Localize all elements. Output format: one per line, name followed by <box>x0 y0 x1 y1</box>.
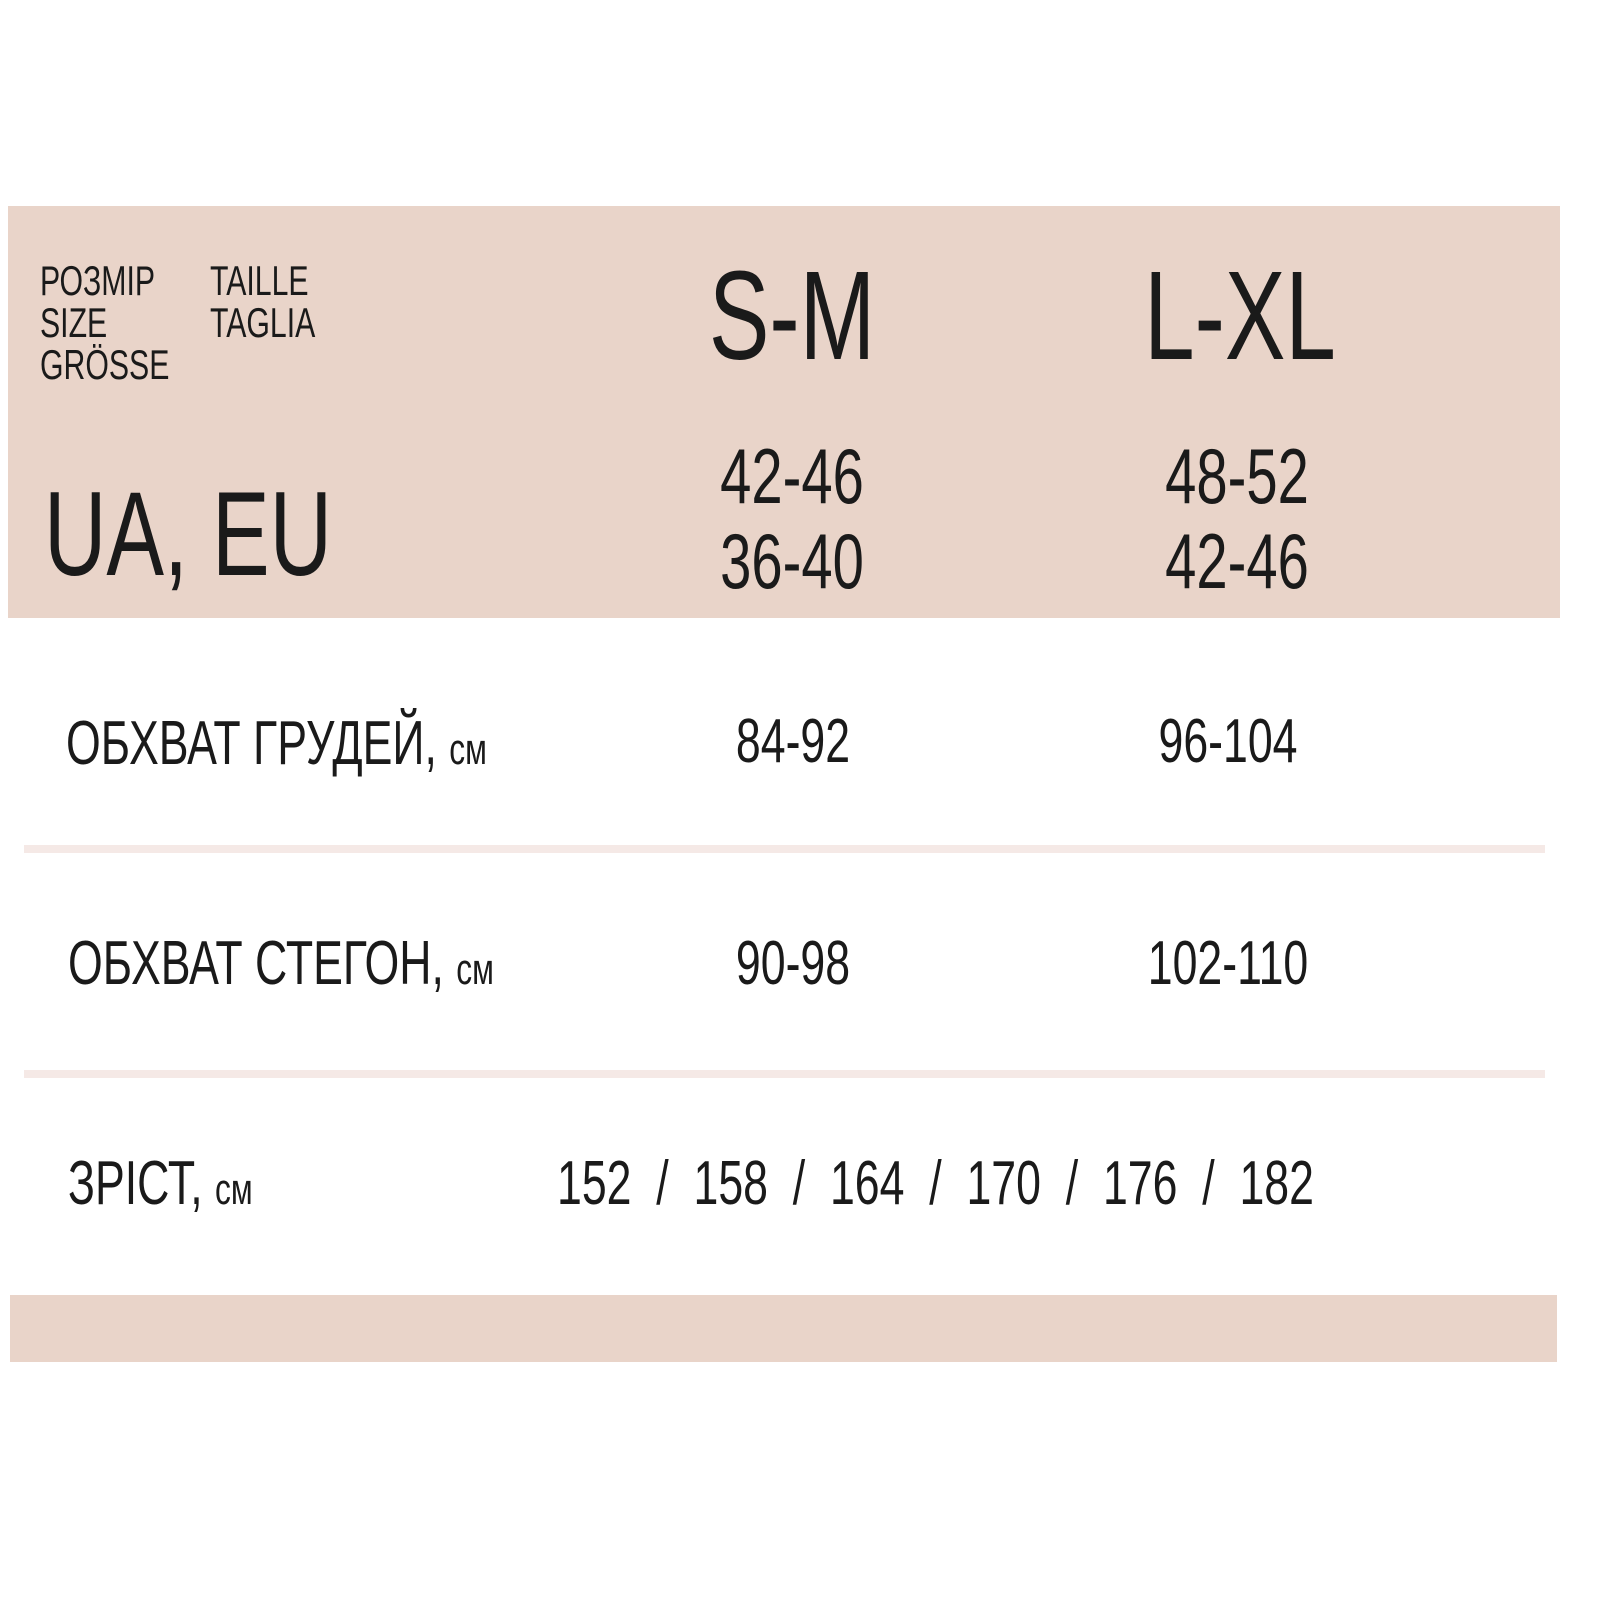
size-ua-s-m: 42-46 <box>720 432 864 520</box>
row-label-height: ЗРІСТ, см <box>68 1153 253 1215</box>
size-eu-l-xl: 42-46 <box>1165 517 1309 605</box>
size-label-en: SIZE <box>40 299 108 346</box>
size-ua-l-xl: 48-52 <box>1165 432 1309 520</box>
footer-band <box>10 1295 1557 1362</box>
row-unit-height: см <box>215 1165 253 1214</box>
row-unit-chest: см <box>449 725 487 774</box>
row-label-height-text: ЗРІСТ, <box>68 1149 203 1218</box>
header-band <box>8 206 1560 618</box>
row-divider <box>24 845 1545 853</box>
row-label-hips: ОБХВАТ СТЕГОН, см <box>68 933 494 995</box>
size-label-ua: РОЗМІР <box>40 257 156 304</box>
size-label-de: GRÖSSE <box>40 341 170 388</box>
size-name-l-xl: L-XL <box>1144 245 1336 386</box>
region-label: UA, EU <box>44 467 333 601</box>
chest-l-xl: 96-104 <box>1158 707 1298 776</box>
hips-l-xl: 102-110 <box>1147 929 1309 998</box>
hips-s-m: 90-98 <box>735 929 851 998</box>
row-label-chest: ОБХВАТ ГРУДЕЙ, см <box>66 713 487 775</box>
chest-s-m: 84-92 <box>735 707 851 776</box>
row-label-chest-text: ОБХВАТ ГРУДЕЙ, <box>66 709 437 778</box>
size-eu-s-m: 36-40 <box>720 517 864 605</box>
size-label-fr: TAILLE <box>210 257 309 304</box>
size-name-s-m: S-M <box>708 245 876 386</box>
row-divider <box>24 1070 1545 1078</box>
size-label-it: TAGLIA <box>210 299 316 346</box>
row-unit-hips: см <box>456 945 494 994</box>
row-label-hips-text: ОБХВАТ СТЕГОН, <box>68 929 444 998</box>
height-values: 152 / 158 / 164 / 170 / 176 / 182 <box>557 1149 1314 1218</box>
